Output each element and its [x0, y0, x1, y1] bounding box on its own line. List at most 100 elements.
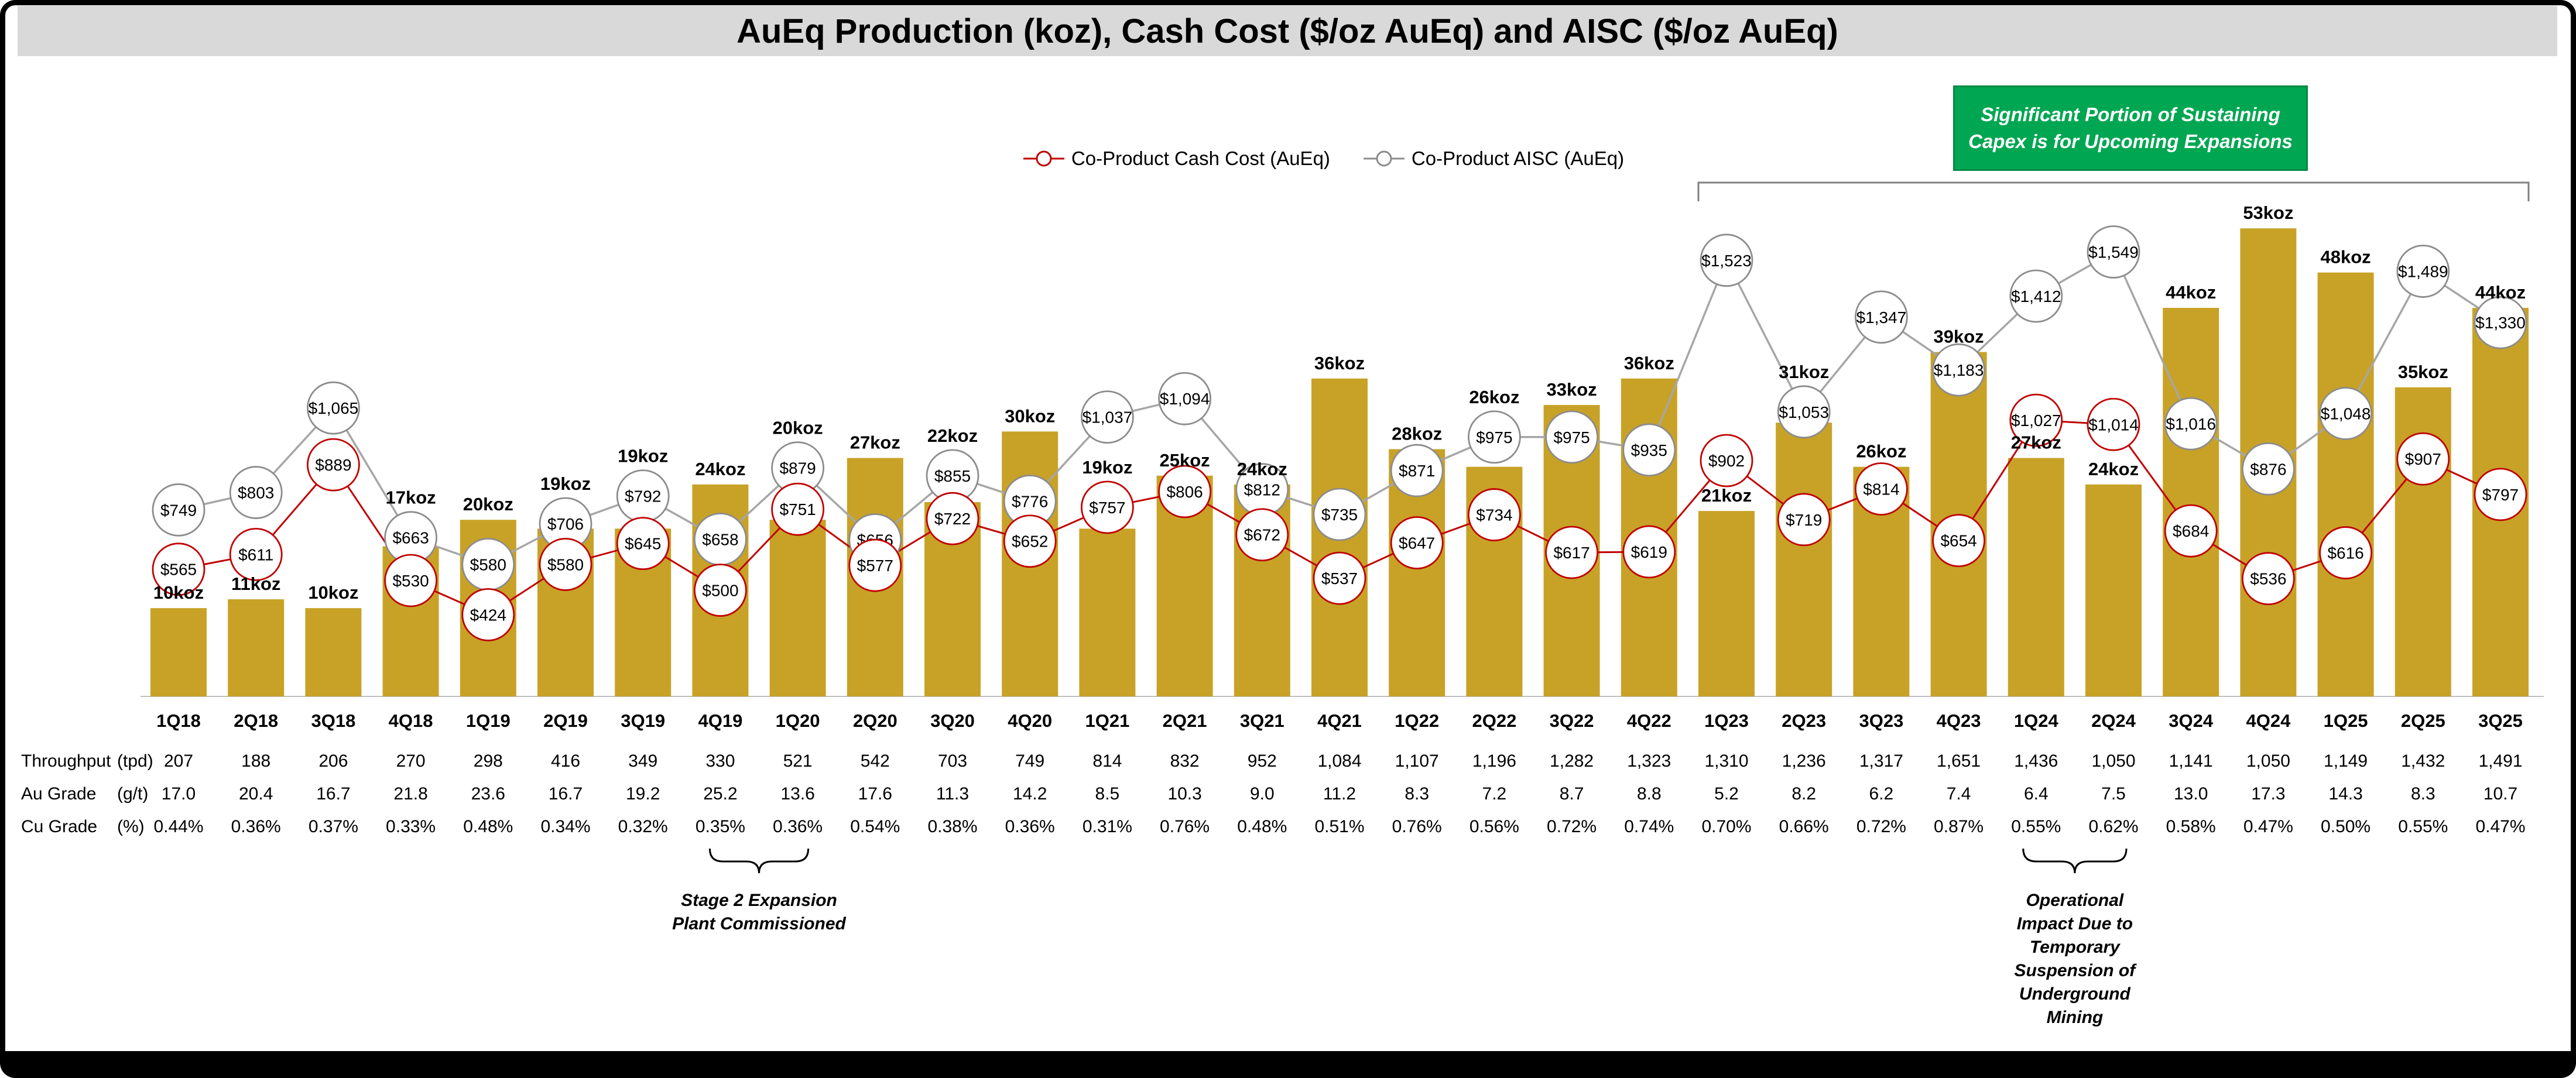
production-bar-2Q18	[228, 599, 285, 696]
cash-cost-value-1Q23: $902	[1708, 452, 1745, 470]
table-cell-1-3Q20: 11.3	[936, 784, 969, 804]
table-cell-2-4Q24: 0.47%	[2243, 817, 2293, 836]
aisc-marker-3Q24	[2164, 397, 2218, 451]
table-cell-1-2Q18: 20.4	[239, 784, 273, 804]
table-cell-0-2Q21: 832	[1170, 751, 1200, 771]
axis-label-4Q23: 4Q23	[1937, 710, 1981, 731]
production-bar-1Q23	[1698, 511, 1755, 696]
cash-cost-value-2Q25: $907	[2405, 450, 2441, 468]
table-cell-2-3Q21: 0.48%	[1237, 817, 1287, 836]
aisc-value-2Q19: $706	[547, 515, 584, 533]
production-label-3Q21: 24koz	[1237, 459, 1287, 479]
table-cell-2-1Q19: 0.48%	[463, 817, 513, 836]
axis-label-3Q25: 3Q25	[2478, 710, 2523, 731]
axis-label-1Q25: 1Q25	[2324, 710, 2368, 731]
aisc-value-1Q25: $1,048	[2321, 405, 2371, 423]
cash-cost-value-2Q23: $719	[1786, 511, 1822, 529]
aisc-value-3Q24: $1,016	[2166, 415, 2216, 433]
axis-label-4Q22: 4Q22	[1627, 710, 1671, 731]
aisc-marker-1Q24	[2009, 269, 2063, 323]
aisc-value-1Q23: $1,523	[1701, 252, 1752, 270]
aisc-value-1Q21: $1,037	[1083, 408, 1133, 427]
table-cell-1-4Q24: 17.3	[2251, 784, 2285, 804]
table-cell-1-2Q22: 7.2	[1482, 784, 1507, 804]
cash-cost-marker-2Q19	[539, 538, 592, 591]
axis-label-3Q24: 3Q24	[2169, 710, 2214, 731]
cash-cost-value-4Q22: $619	[1631, 543, 1667, 561]
aisc-value-4Q20: $776	[1012, 492, 1048, 510]
table-cell-0-4Q20: 749	[1015, 751, 1044, 771]
aisc-marker-4Q24	[2241, 442, 2295, 496]
production-label-4Q23: 39koz	[1934, 326, 1984, 346]
production-label-3Q23: 26koz	[1856, 441, 1906, 462]
aisc-value-3Q19: $792	[625, 487, 661, 506]
table-cell-2-1Q25: 0.50%	[2321, 817, 2371, 836]
cash-cost-value-4Q21: $537	[1321, 569, 1358, 588]
axis-label-3Q23: 3Q23	[1859, 710, 1903, 731]
axis-label-4Q24: 4Q24	[2246, 710, 2291, 731]
table-cell-2-1Q24: 0.55%	[2011, 817, 2061, 836]
cash-cost-marker-1Q19	[461, 588, 515, 641]
axis-label-1Q20: 1Q20	[776, 710, 820, 731]
table-cell-0-3Q24: 1,141	[2169, 751, 2213, 771]
table-cell-1-4Q19: 25.2	[703, 784, 737, 804]
table-cell-0-1Q23: 1,310	[1704, 751, 1748, 771]
table-cell-2-2Q25: 0.55%	[2398, 817, 2448, 836]
cash-cost-value-4Q23: $654	[1940, 532, 1976, 550]
production-label-4Q18: 17koz	[386, 487, 436, 508]
aisc-marker-2Q24	[2087, 225, 2140, 279]
production-label-3Q24: 44koz	[2166, 282, 2216, 303]
aisc-value-1Q20: $879	[779, 459, 816, 478]
aisc-value-2Q25: $1,489	[2398, 263, 2448, 281]
production-label-3Q20: 22koz	[927, 425, 978, 446]
production-label-4Q21: 36koz	[1314, 353, 1365, 373]
cash-cost-marker-3Q20	[926, 492, 979, 545]
production-label-4Q22: 36koz	[1624, 353, 1674, 373]
aisc-value-2Q23: $1,053	[1779, 403, 1829, 421]
axis-label-2Q23: 2Q23	[1782, 710, 1826, 731]
cash-cost-marker-4Q23	[1932, 514, 1986, 568]
stage2-note-line-0: Stage 2 Expansion	[681, 891, 837, 910]
capex-callout-line1: Significant Portion of Sustaining	[1981, 104, 2280, 126]
cash-cost-value-3Q20: $722	[934, 510, 971, 528]
cash-cost-marker-2Q20	[848, 538, 902, 592]
cash-cost-value-4Q18: $530	[392, 572, 429, 590]
table-row-unit-2: (%)	[117, 817, 145, 836]
cash-cost-marker-4Q21	[1313, 551, 1366, 605]
cash-cost-value-4Q20: $652	[1012, 533, 1048, 551]
table-cell-1-1Q21: 8.5	[1095, 784, 1120, 804]
aisc-value-2Q18: $803	[238, 484, 274, 502]
table-cell-1-3Q19: 19.2	[626, 784, 660, 804]
aisc-marker-2Q25	[2396, 245, 2450, 298]
table-cell-1-3Q23: 6.2	[1869, 784, 1894, 804]
aisc-marker-3Q23	[1854, 290, 1908, 344]
aisc-value-4Q24: $876	[2250, 460, 2286, 478]
table-cell-1-2Q23: 8.2	[1791, 784, 1816, 804]
table-cell-2-3Q24: 0.58%	[2166, 817, 2216, 836]
axis-label-3Q22: 3Q22	[1550, 710, 1594, 731]
cash-cost-value-1Q22: $647	[1399, 534, 1435, 552]
table-cell-0-3Q22: 1,282	[1550, 751, 1594, 771]
aisc-value-4Q18: $663	[392, 529, 429, 547]
cash-cost-marker-1Q20	[771, 482, 824, 536]
table-cell-0-1Q20: 521	[783, 751, 813, 771]
table-cell-0-3Q20: 703	[938, 751, 967, 771]
axis-label-1Q19: 1Q19	[466, 710, 511, 731]
aisc-value-3Q18: $1,065	[309, 399, 359, 417]
table-cell-2-3Q23: 0.72%	[1856, 817, 1906, 836]
cash-cost-marker-4Q19	[694, 564, 747, 617]
cash-cost-marker-1Q21	[1081, 480, 1134, 534]
table-cell-1-1Q22: 8.3	[1405, 784, 1429, 804]
table-cell-0-3Q21: 952	[1248, 751, 1277, 771]
table-cell-2-2Q24: 0.62%	[2088, 817, 2138, 836]
table-cell-0-1Q22: 1,107	[1395, 751, 1439, 771]
production-label-2Q22: 26koz	[1469, 387, 1519, 407]
aisc-value-4Q22: $935	[1631, 441, 1667, 459]
cash-cost-marker-2Q18	[229, 527, 283, 581]
table-cell-1-2Q21: 10.3	[1167, 784, 1201, 804]
production-label-4Q24: 53koz	[2243, 202, 2293, 223]
axis-label-1Q24: 1Q24	[2014, 710, 2059, 731]
aisc-value-2Q24: $1,549	[2088, 243, 2139, 262]
operational-note-line-0: Operational	[2026, 891, 2124, 910]
production-bar-1Q25	[2317, 272, 2374, 696]
